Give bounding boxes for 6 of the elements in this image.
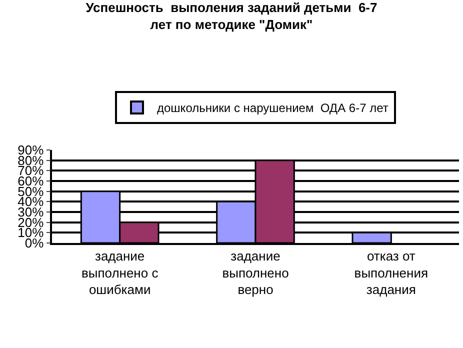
x-tick-label: задание выполнено с ошибками xyxy=(81,248,159,298)
x-tick-label: задание выполнено верно xyxy=(222,248,289,298)
legend-label: дошкольники с нарушением ОДА 6-7 лет xyxy=(157,101,389,116)
chart-title: Успешность выполения заданий детьми 6-7 лет по методике "Домик" xyxy=(86,0,378,32)
x-tick-label: отказ от выполнения задания xyxy=(354,248,428,298)
y-tick-label: 0% xyxy=(24,236,44,251)
